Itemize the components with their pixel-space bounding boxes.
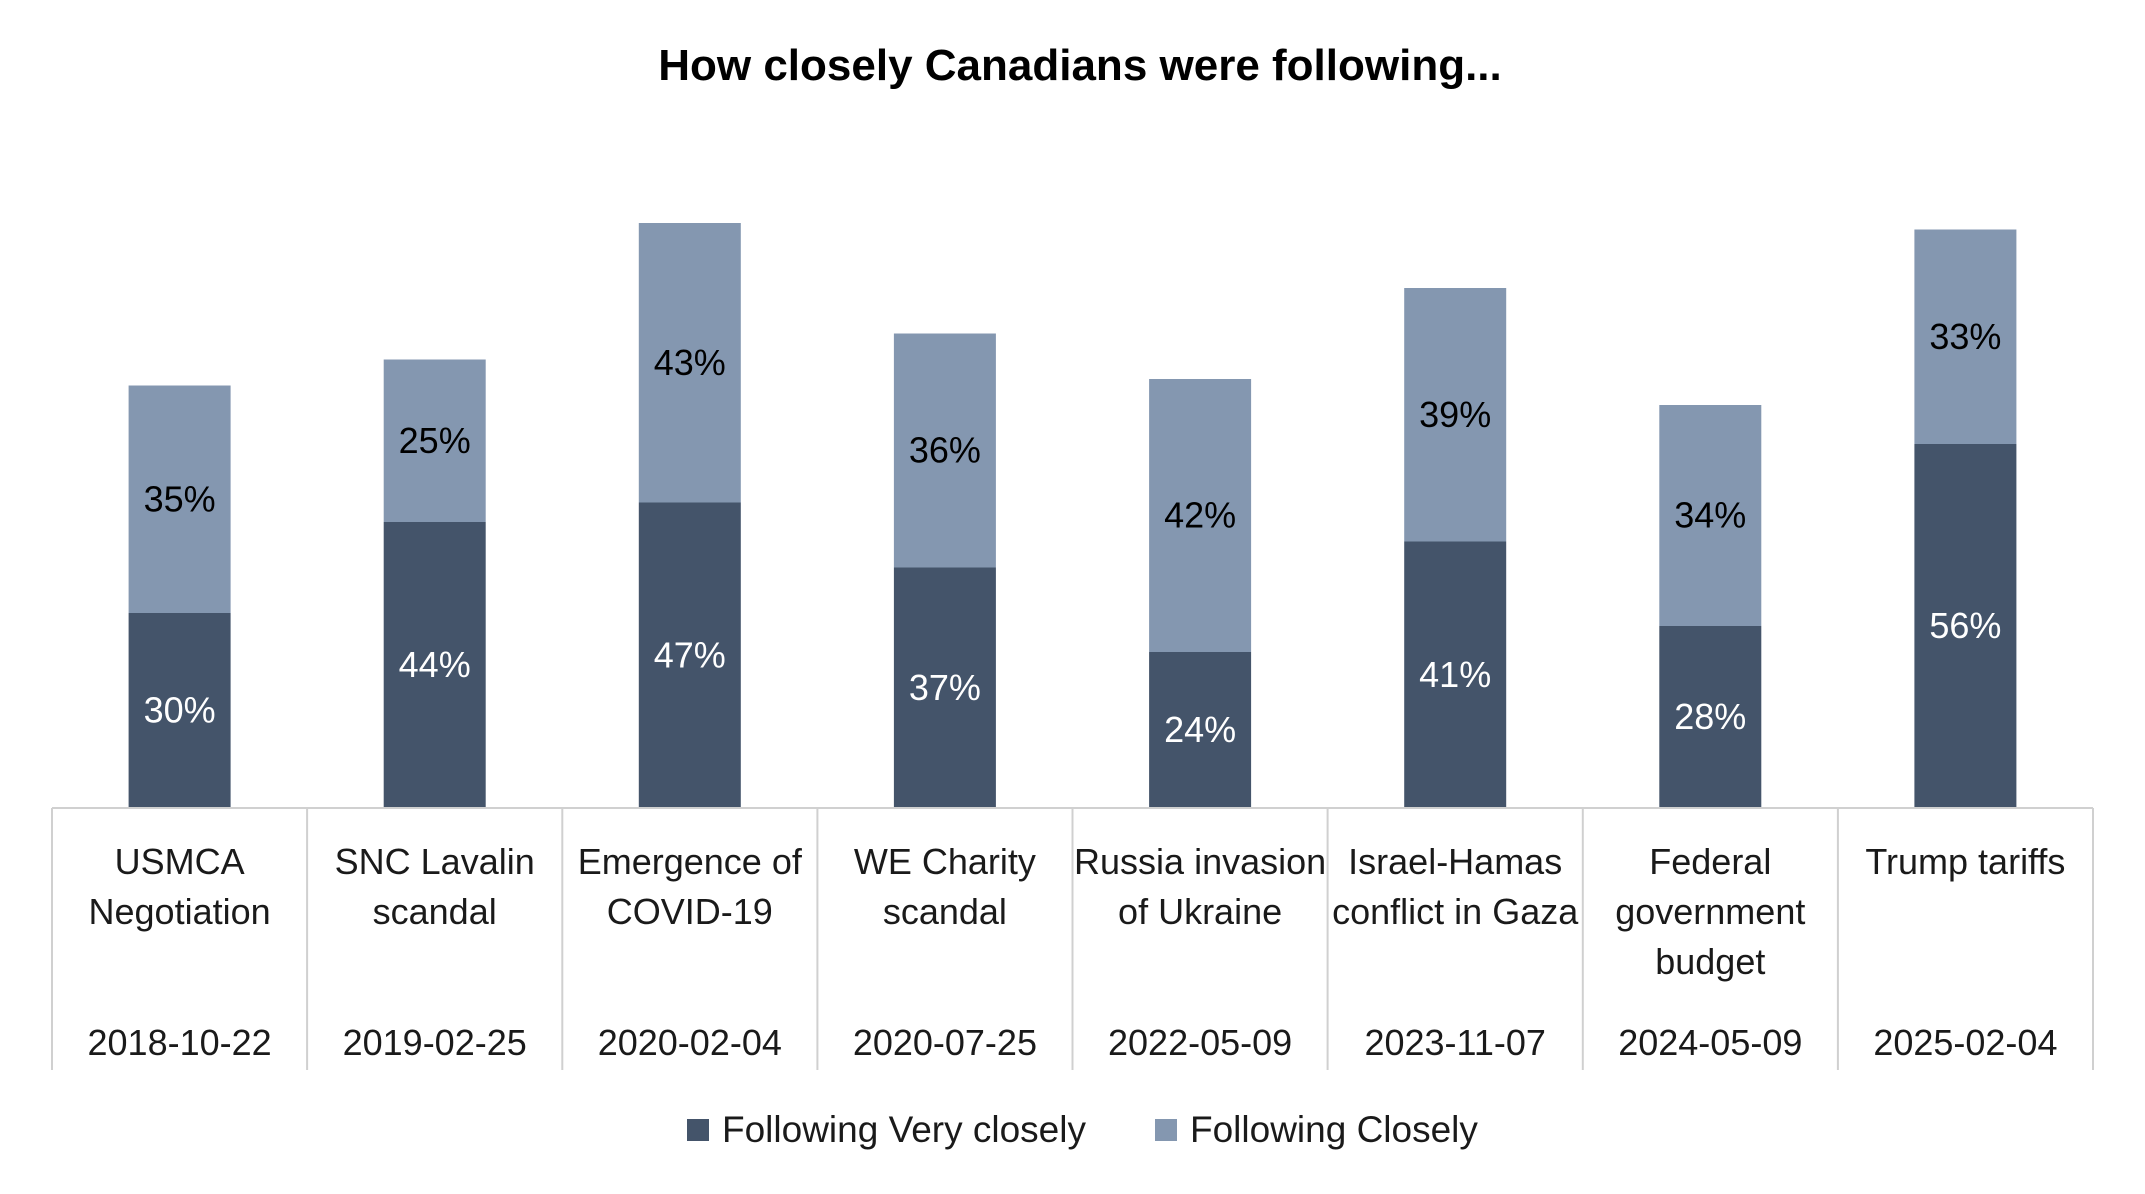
bar-segment (893, 567, 996, 808)
legend-swatch (687, 1119, 709, 1141)
category-label: WE Charity (854, 841, 1036, 882)
data-label: 44% (399, 644, 471, 685)
category-date: 2020-02-04 (598, 1022, 782, 1063)
category-date: 2023-11-07 (1364, 1022, 1545, 1063)
bar-segment (128, 385, 231, 613)
legend-swatch (1155, 1119, 1177, 1141)
category-label: Negotiation (89, 891, 271, 932)
data-label: 34% (1674, 495, 1746, 536)
bar-segment (383, 359, 486, 522)
bar-segment (893, 333, 996, 568)
data-label: 47% (654, 634, 726, 675)
category-label: Emergence of (578, 841, 803, 882)
data-label: 24% (1164, 709, 1236, 750)
bar-segment (1914, 444, 2017, 808)
category-label: Russia invasion (1074, 841, 1326, 882)
legend-label: Following Very closely (722, 1109, 1086, 1150)
data-label: 28% (1674, 696, 1746, 737)
category-date: 2024-05-09 (1618, 1022, 1802, 1063)
category-label: USMCA (115, 841, 245, 882)
data-label: 42% (1164, 495, 1236, 536)
category-date: 2019-02-25 (343, 1022, 527, 1063)
category-axis: USMCA Negotiation 2018-10-22 SNC Lavalin sca… (51, 807, 2094, 1070)
category-label: budget (1655, 941, 1765, 982)
bars-layer: 30% 35% 44% 25% 47% 43% 37% 36% 24% 42% 41% 39% 28% 3… (128, 223, 2017, 808)
category-label: SNC Lavalin (335, 841, 535, 882)
category-label: of Ukraine (1118, 891, 1282, 932)
bar-segment (128, 613, 231, 808)
category-label: conflict in Gaza (1332, 891, 1579, 932)
category-label: Trump tariffs (1865, 841, 2065, 882)
legend: Following Very closely Following Closely (687, 1109, 1478, 1150)
category-label: scandal (373, 891, 497, 932)
bar-segment (638, 502, 741, 808)
bar-segment (1149, 379, 1252, 652)
category-label: Federal (1649, 841, 1771, 882)
chart-title: How closely Canadians were following... (658, 41, 1502, 90)
data-label: 36% (909, 430, 981, 471)
data-label: 39% (1419, 394, 1491, 435)
data-label: 37% (909, 667, 981, 708)
data-label: 56% (1929, 605, 2001, 646)
bar-segment (1404, 288, 1507, 542)
data-label: 33% (1929, 316, 2001, 357)
data-label: 41% (1419, 654, 1491, 695)
bar-segment (1659, 405, 1762, 626)
data-label: 25% (399, 420, 471, 461)
bar-segment (1914, 229, 2017, 444)
bar-segment (1404, 541, 1507, 808)
data-label: 35% (144, 478, 216, 519)
legend-label: Following Closely (1190, 1109, 1478, 1150)
data-label: 43% (654, 342, 726, 383)
bar-segment (1659, 626, 1762, 808)
category-label: COVID-19 (607, 891, 773, 932)
category-date: 2025-02-04 (1873, 1022, 2057, 1063)
bar-segment (383, 522, 486, 808)
bar-segment (1149, 652, 1252, 808)
category-label: government (1615, 891, 1805, 932)
category-date: 2022-05-09 (1108, 1022, 1292, 1063)
category-date: 2018-10-22 (88, 1022, 272, 1063)
data-label: 30% (144, 690, 216, 731)
category-date: 2020-07-25 (853, 1022, 1037, 1063)
bar-segment (638, 223, 741, 503)
category-label: scandal (883, 891, 1007, 932)
category-label: Israel-Hamas (1348, 841, 1562, 882)
